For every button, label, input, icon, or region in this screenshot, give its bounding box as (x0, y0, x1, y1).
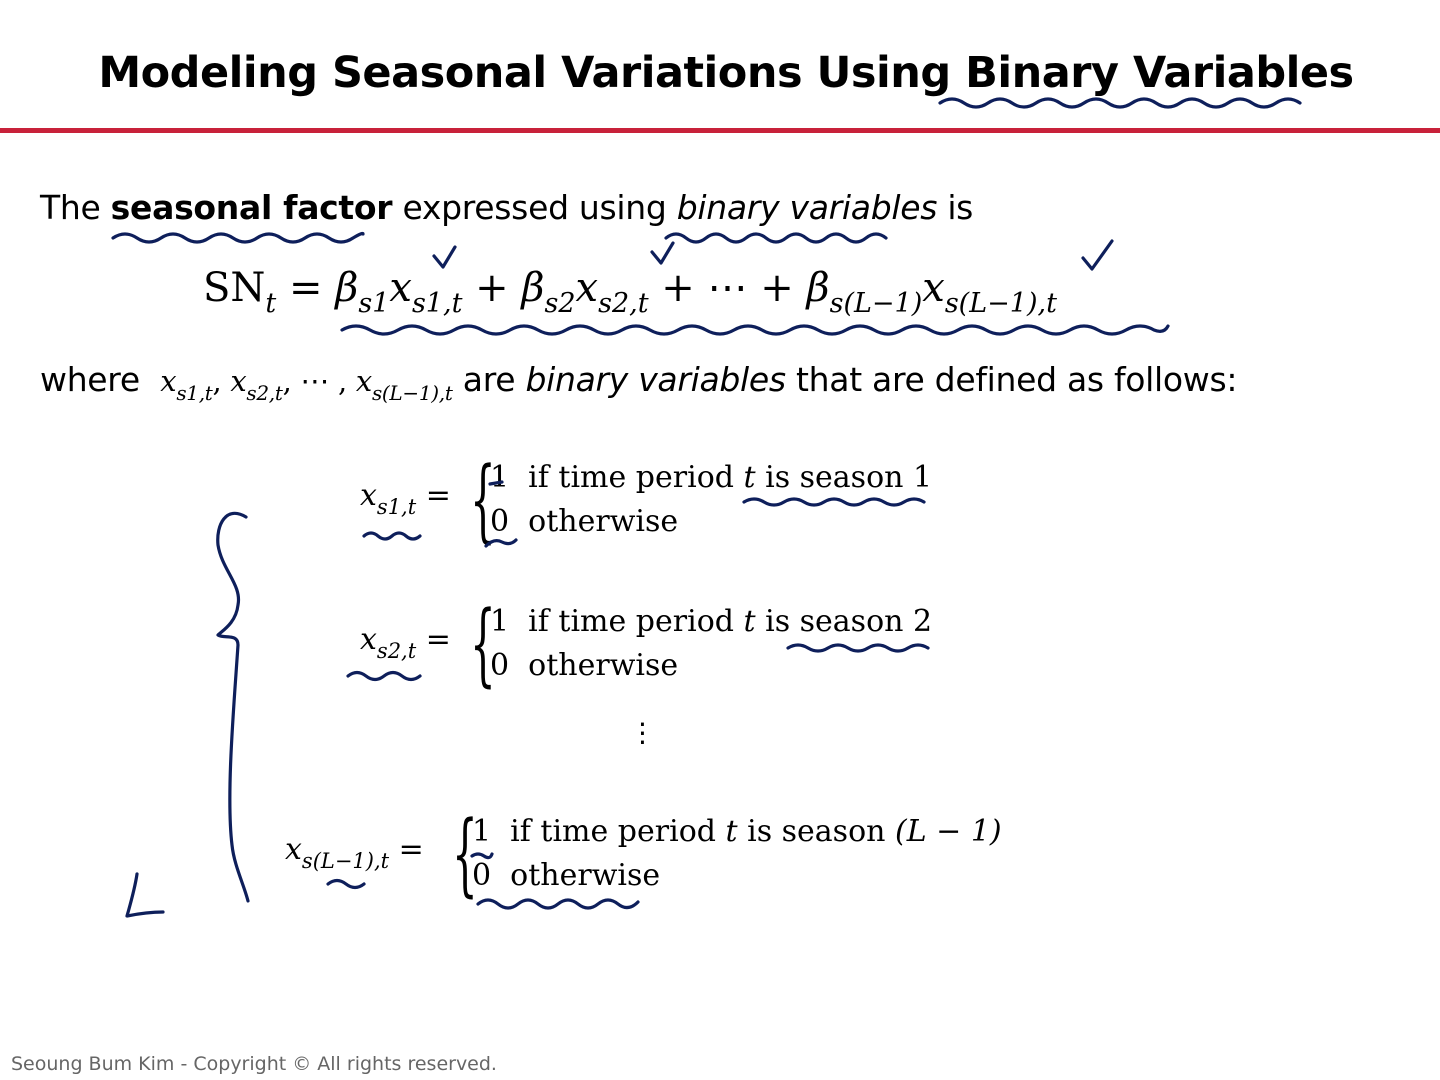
def2-case-one: 1 if time period t is season 2 (490, 604, 932, 639)
ink-underline-season-1 (742, 497, 926, 507)
def3-var: x (285, 832, 302, 867)
def1-lhs: xs1,t = (360, 478, 451, 518)
intro-prefix: The (40, 188, 111, 227)
def3-is-season: is season (747, 814, 886, 849)
eq-x-1-sub: s1,t (411, 288, 463, 319)
eq-x-1: x (389, 265, 412, 311)
title-divider (0, 128, 1440, 133)
eq-plus-ellipsis: + ⋯ + (661, 265, 794, 311)
ink-underline-season-2 (786, 643, 930, 653)
def2-eq: = (425, 622, 451, 657)
seasonal-factor-equation: SNt = βs1xs1,t + βs2xs2,t + ⋯ + βs(L−1)x… (203, 265, 1057, 317)
def3-t: t (725, 814, 738, 849)
eq-sign: = (288, 265, 323, 311)
def3-lhs: xs(L−1),t = (285, 832, 424, 872)
def1-case-zero: 0 otherwise (490, 504, 678, 539)
ink-letter-L (125, 872, 165, 918)
ink-check-3 (1081, 239, 1114, 271)
def1-one: 1 (490, 460, 510, 495)
intro-sentence: The seasonal factor expressed using bina… (40, 188, 973, 227)
where-var-2-sub: s2,t (246, 381, 283, 405)
intro-bold-term: seasonal factor (110, 188, 393, 227)
def2-one-text: if time period (528, 604, 734, 639)
ink-check-1 (432, 245, 457, 269)
def1-zero: 0 (490, 504, 510, 539)
intro-italic-term: binary variables (676, 188, 938, 227)
def1-case-one: 1 if time period t is season 1 (490, 460, 932, 495)
def2-zero-text: otherwise (528, 648, 679, 683)
def1-is-season: is season 1 (765, 460, 933, 495)
where-sep-1: , (212, 364, 231, 398)
where-sentence: where xs1,t, xs2,t, ⋯ , xs(L−1),t are bi… (40, 360, 1238, 403)
ink-underline-binary-variables-title (938, 97, 1302, 109)
def2-one: 1 (490, 604, 510, 639)
def3-zero-text: otherwise (510, 858, 661, 893)
eq-beta-1-sub: s1 (358, 288, 390, 319)
where-prefix: where (40, 360, 140, 399)
eq-beta-L: β (806, 265, 830, 311)
slide-title: Modeling Seasonal Variations Using Binar… (98, 48, 1354, 98)
def3-L-minus-1: (L − 1) (895, 814, 1002, 849)
where-var-2: x (230, 364, 247, 398)
def3-case-zero: 0 otherwise (472, 858, 660, 893)
def3-zero: 0 (472, 858, 492, 893)
ink-underline-seasonal-factor (111, 231, 365, 244)
def3-one-text: if time period (510, 814, 716, 849)
def2-case-zero: 0 otherwise (490, 648, 678, 683)
ink-big-brace (216, 511, 250, 903)
where-var-3: x (355, 364, 372, 398)
eq-x-2-sub: s2,t (598, 288, 649, 319)
def2-lhs: xs2,t = (360, 622, 451, 662)
eq-plus-1: + (475, 265, 509, 311)
ink-underline-binary-variables (664, 232, 888, 244)
ink-underline-equation (340, 324, 1170, 336)
eq-x-2: x (575, 265, 599, 311)
def3-var-sub: s(L−1),t (301, 849, 390, 873)
def1-zero-text: otherwise (528, 504, 679, 539)
def2-var-sub: s2,t (376, 639, 417, 663)
def2-t: t (743, 604, 756, 639)
eq-x-L-sub: s(L−1),t (944, 288, 1057, 319)
where-italic-term: binary variables (525, 360, 786, 399)
def2-brace: { (470, 592, 496, 697)
def3-eq: = (398, 832, 424, 867)
where-suffix: that are defined as follows: (785, 360, 1238, 399)
def1-one-text: if time period (528, 460, 734, 495)
ink-underline-def2-var (346, 670, 422, 682)
def1-var-sub: s1,t (376, 495, 417, 519)
eq-beta-2: β (521, 265, 545, 311)
def2-is-season: is season 2 (765, 604, 933, 639)
def1-var: x (360, 478, 377, 513)
eq-beta-2-sub: s2 (544, 288, 576, 319)
def3-case-one: 1 if time period t is season (L − 1) (472, 814, 1002, 849)
vertical-ellipsis: · · · (638, 708, 647, 759)
eq-x-L: x (922, 265, 945, 311)
ink-underline-def3-sub (326, 878, 366, 890)
ink-check-2 (650, 241, 675, 265)
intro-middle: expressed using (392, 188, 677, 227)
where-sep-2: , ⋯ , (282, 364, 356, 398)
intro-suffix: is (937, 188, 974, 227)
where-variable-list: xs1,t, xs2,t, ⋯ , xs(L−1),t (160, 364, 453, 403)
eq-beta-L-sub: s(L−1) (829, 288, 923, 319)
def3-one: 1 (472, 814, 492, 849)
def1-brace: { (470, 448, 496, 553)
ink-underline-def1-var (362, 531, 422, 541)
def1-t: t (743, 460, 756, 495)
where-var-3-sub: s(L−1),t (371, 381, 453, 405)
eq-lhs-sub: t (265, 288, 277, 319)
eq-beta-1: β (335, 265, 359, 311)
def1-eq: = (425, 478, 451, 513)
eq-lhs: SN (203, 265, 266, 311)
ink-underline-def3-zero (476, 898, 640, 910)
copyright-footer: Seoung Bum Kim - Copyright © All rights … (11, 1053, 497, 1075)
def2-zero: 0 (490, 648, 510, 683)
where-middle: are (452, 360, 526, 399)
where-var-1: x (160, 364, 177, 398)
def2-var: x (360, 622, 377, 657)
where-var-1-sub: s1,t (176, 381, 213, 405)
